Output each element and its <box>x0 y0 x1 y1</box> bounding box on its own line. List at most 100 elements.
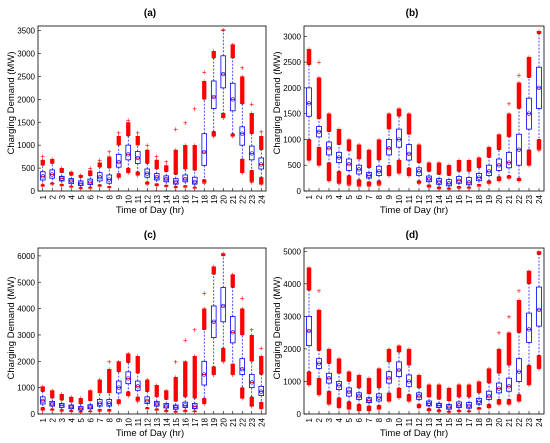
x-tick-label: 9 <box>385 417 394 422</box>
outlier-cluster-upper <box>107 156 112 169</box>
outlier-point: + <box>467 408 472 417</box>
outlier-point: + <box>230 276 235 285</box>
outlier-cluster-upper <box>466 384 472 398</box>
outlier-point: + <box>126 118 131 127</box>
outlier-point: + <box>347 368 352 377</box>
y-tick-label: 3500 <box>17 27 35 36</box>
outlier-point: + <box>97 156 102 165</box>
outlier-point: + <box>249 402 254 411</box>
x-tick-label: 3 <box>58 417 67 422</box>
box-iqr <box>182 174 189 183</box>
outlier-point: + <box>337 355 342 364</box>
outlier-point: + <box>427 381 432 390</box>
outlier-point: + <box>477 377 482 386</box>
outlier-point: + <box>357 146 362 155</box>
outlier-point: + <box>116 399 121 408</box>
outlier-cluster-upper <box>376 368 382 388</box>
outlier-point: + <box>497 329 502 338</box>
outlier-cluster-lower <box>336 171 342 184</box>
x-tick-label: 15 <box>172 417 181 426</box>
outlier-point: + <box>59 166 64 175</box>
outlier-cluster-upper <box>446 387 452 401</box>
panel-d: (d) Charging Demand (MW) Time of Day (hr… <box>272 230 545 439</box>
box-iqr <box>456 176 462 184</box>
outlier-cluster-lower <box>456 410 462 412</box>
outlier-point: + <box>230 370 235 379</box>
x-tick-label: 8 <box>375 194 384 199</box>
outlier-point: + <box>457 407 462 416</box>
x-tick-label: 2 <box>315 194 324 199</box>
outlier-cluster-upper <box>107 369 112 393</box>
outlier-point: + <box>317 390 322 399</box>
outlier-point: + <box>50 157 55 166</box>
box-iqr <box>258 385 265 396</box>
panel-b: (b) Charging Demand (MW) Time of Day (hr… <box>272 8 545 216</box>
outlier-cluster-lower <box>366 181 372 186</box>
y-tick-label: 5000 <box>283 247 301 256</box>
y-tick-label: 3000 <box>17 50 35 59</box>
outlier-point: + <box>457 387 462 396</box>
box-iqr <box>220 55 227 89</box>
outlier-cluster-lower <box>386 392 392 401</box>
outlier-point: + <box>40 182 45 191</box>
outlier-point: + <box>367 151 372 160</box>
box-median-marker <box>366 398 372 403</box>
box-median-marker <box>476 399 482 404</box>
outlier-point: + <box>145 146 150 155</box>
outlier-cluster-upper <box>259 356 264 375</box>
outlier-point: + <box>69 183 74 192</box>
outlier-cluster-upper <box>486 368 492 384</box>
box-median-marker <box>230 330 235 335</box>
outlier-point: + <box>59 390 64 399</box>
outlier-point: + <box>107 148 112 157</box>
outlier-point: + <box>240 394 245 403</box>
outlier-cluster-upper <box>356 374 362 388</box>
outlier-cluster-lower <box>326 391 332 405</box>
x-tick-label: 4 <box>335 194 344 199</box>
outlier-point: + <box>517 79 522 88</box>
y-tick-label: 2500 <box>283 58 301 67</box>
outlier-point: + <box>347 405 352 414</box>
outlier-cluster-upper <box>416 144 422 163</box>
box-iqr <box>406 374 412 387</box>
x-tick-label: 12 <box>143 194 152 203</box>
x-tick-label: 2 <box>48 194 57 199</box>
outlier-point: + <box>230 132 235 141</box>
outlier-point: + <box>173 389 178 398</box>
outlier-point: + <box>367 407 372 416</box>
box-median-marker <box>249 151 254 156</box>
box-median-marker <box>496 386 502 391</box>
outlier-cluster-upper <box>240 76 245 104</box>
box-iqr <box>210 80 217 109</box>
box-median-marker <box>306 101 312 106</box>
outlier-point: + <box>517 312 522 321</box>
x-tick-label: 18 <box>200 194 209 203</box>
outlier-point: + <box>467 387 472 396</box>
outlier-cluster-lower <box>259 177 264 185</box>
x-tick-label: 13 <box>425 417 434 426</box>
outlier-cluster-upper <box>396 108 402 117</box>
outlier-point: + <box>183 183 188 192</box>
outlier-point: + <box>387 345 392 354</box>
box-median-marker <box>356 167 362 172</box>
y-tick-label: 3000 <box>283 32 301 41</box>
outlier-point: + <box>202 399 207 408</box>
outlier-point: + <box>317 161 322 170</box>
outlier-point: + <box>397 345 402 354</box>
x-tick-label: 3 <box>325 417 334 422</box>
outlier-point: + <box>397 169 402 178</box>
outlier-point: + <box>317 329 322 338</box>
outlier-point: + <box>192 141 197 150</box>
x-tick-label: 15 <box>172 194 181 203</box>
outlier-point: + <box>347 181 352 190</box>
outlier-point: + <box>447 408 452 417</box>
outlier-point: + <box>347 371 352 380</box>
x-tick-label: 18 <box>475 194 484 203</box>
box-median-marker <box>211 319 216 324</box>
outlier-point: + <box>507 400 512 409</box>
outlier-cluster-lower <box>126 391 131 396</box>
box-median-marker <box>376 395 382 400</box>
box-median-marker <box>326 146 332 151</box>
outlier-point: + <box>327 110 332 119</box>
box-median-marker <box>249 380 254 385</box>
